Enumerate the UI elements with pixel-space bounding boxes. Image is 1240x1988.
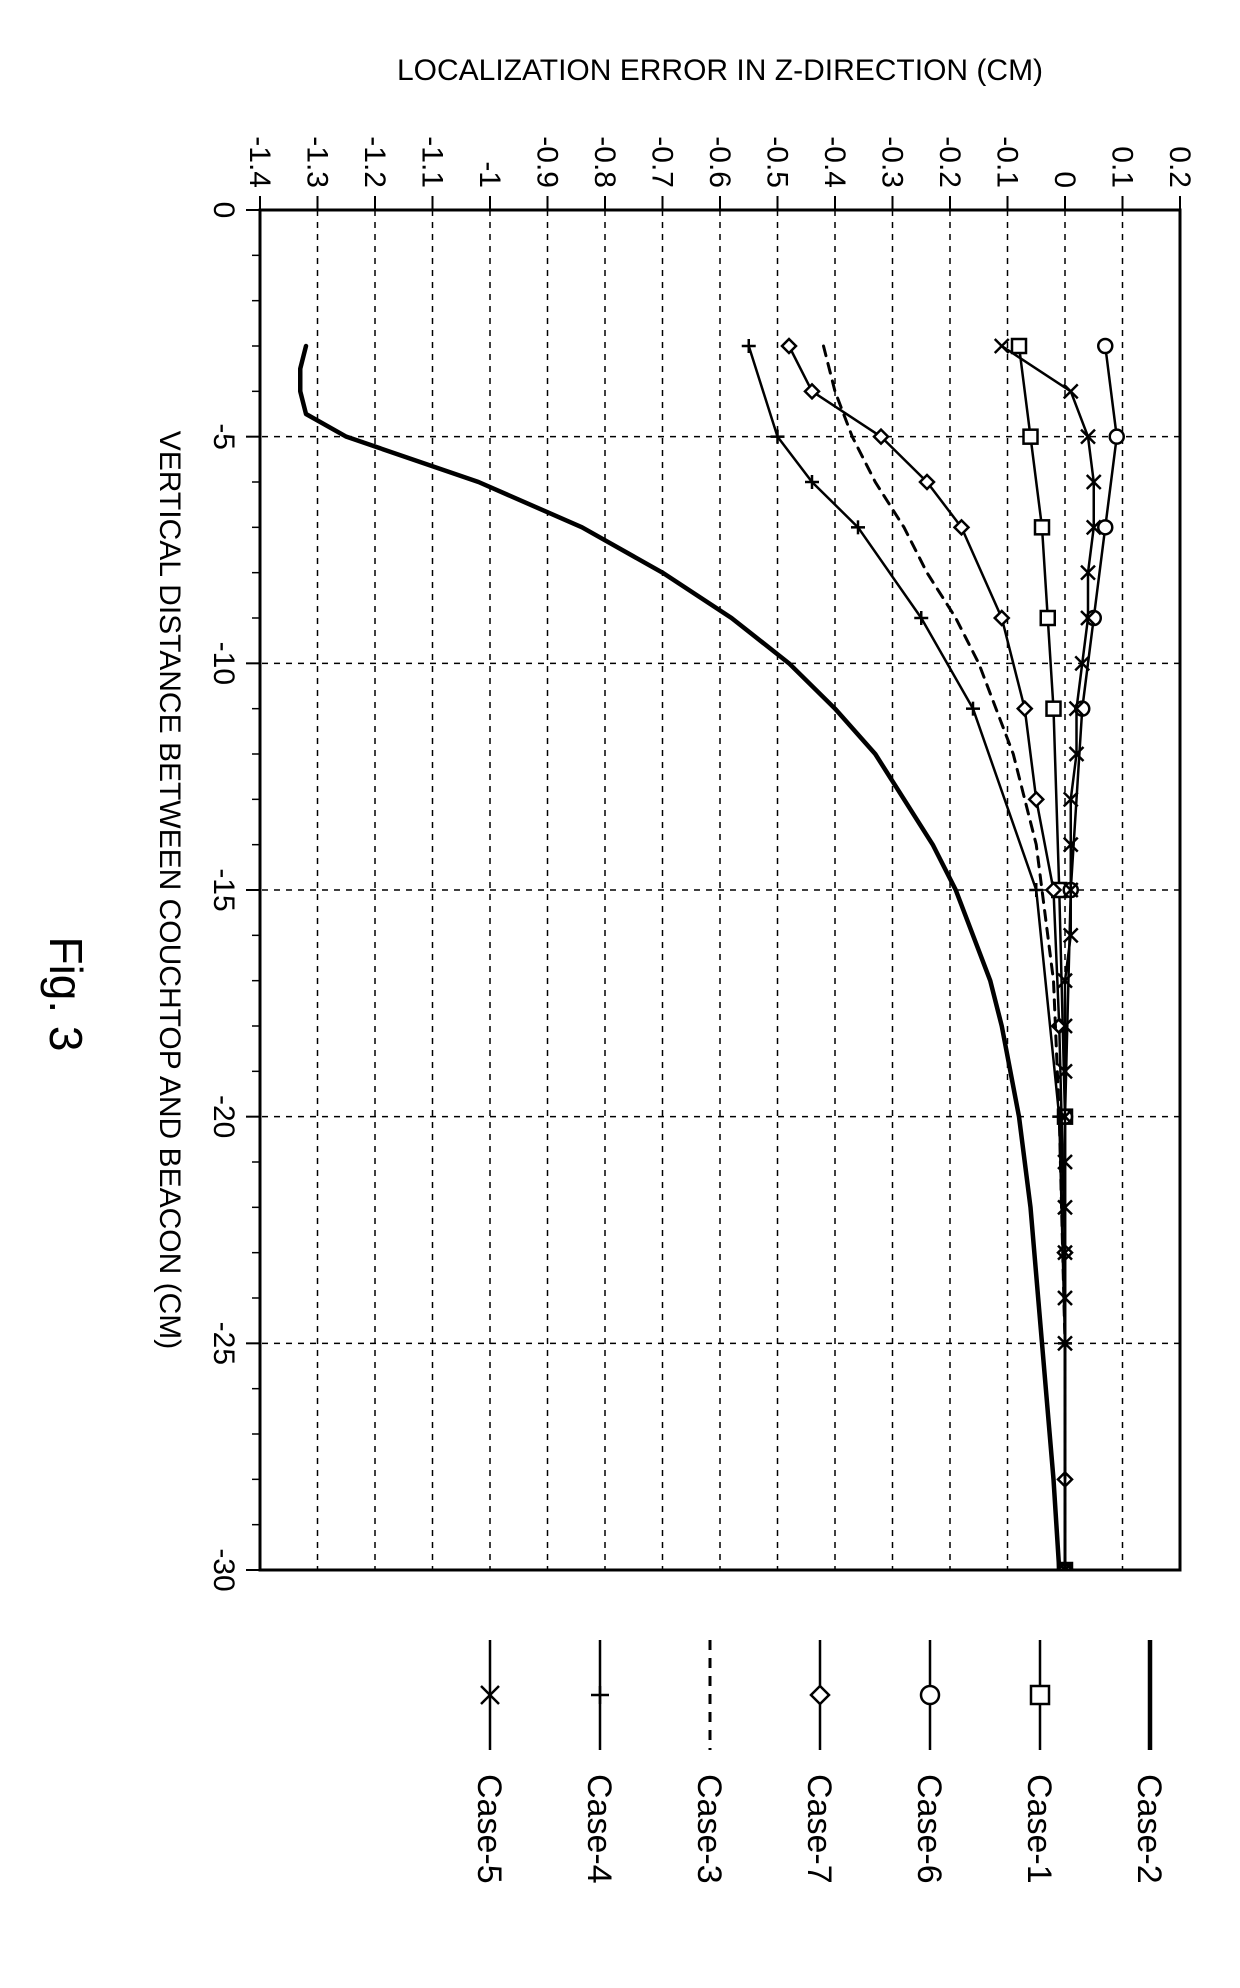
y-tick-label: -0.6 [703,136,736,188]
legend: Case-2 Case-1 Case-6 Case-7 Case-3 Case-4 Case… [470,1640,1168,1884]
chart-svg: 0 -5 -10 -15 -20 -25 -30 0.2 0.1 0 -0.1 -0.2 -0.3 -0.… [0,0,1240,1988]
x-tick-label: -25 [207,1322,240,1365]
x-tick-label: 0 [207,202,240,219]
y-tick-label: 0 [1048,171,1081,188]
legend-label: Case-3 [690,1774,728,1884]
y-tick-label: -0.1 [991,136,1024,188]
y-tick-label: -1.1 [416,136,449,188]
y-tick-label: -0.8 [588,136,621,188]
legend-label: Case-6 [910,1774,948,1884]
legend-item: Case-6 [910,1640,948,1884]
legend-item: Case-5 [470,1640,508,1884]
y-tick-label: -0.4 [818,136,851,188]
x-tick-label: -20 [207,1095,240,1138]
y-tick-label: -1.4 [243,136,276,188]
y-tick-label: -0.3 [876,136,909,188]
y-tick-labels: 0.20.10-0.1-0.2-0.3-0.4-0.5-0.6-0.7-0.8-… [243,136,1196,188]
y-tick-label: -1.2 [358,136,391,188]
x-tick-label: -30 [207,1548,240,1591]
figure-caption: Fig. 3 [40,936,92,1051]
y-axis-label: LOCALIZATION ERROR IN Z-DIRECTION (CM) [397,54,1043,87]
y-tick-label: -0.7 [646,136,679,188]
legend-item: Case-4 [580,1640,618,1884]
page: 0 -5 -10 -15 -20 -25 -30 0.2 0.1 0 -0.1 -0.2 -0.3 -0.… [0,0,1240,1988]
x-tick-label: -5 [207,423,240,450]
y-tick-label: -0.9 [531,136,564,188]
y-tick-label: -1.3 [301,136,334,188]
rotated-content: 0 -5 -10 -15 -20 -25 -30 0.2 0.1 0 -0.1 -0.2 -0.3 -0.… [0,0,1240,1988]
legend-item: Case-2 [1130,1640,1168,1884]
x-tick-label: -10 [207,642,240,685]
x-tick-label: -15 [207,868,240,911]
y-tick-label: -0.5 [761,136,794,188]
legend-label: Case-1 [1020,1774,1058,1884]
y-tick-label: 0.2 [1163,146,1196,188]
x-tick-labels: 0 -5 -10 -15 -20 -25 -30 [207,202,240,1592]
x-axis-label: VERTICAL DISTANCE BETWEEN COUCHTOP AND B… [153,431,186,1349]
legend-label: Case-4 [580,1774,618,1884]
legend-item: Case-3 [690,1640,728,1884]
y-tick-label: -0.2 [933,136,966,188]
legend-label: Case-5 [470,1774,508,1884]
legend-item: Case-7 [800,1640,838,1884]
y-tick-label: 0.1 [1106,146,1139,188]
legend-item: Case-1 [1020,1640,1058,1884]
legend-label: Case-2 [1130,1774,1168,1884]
legend-label: Case-7 [800,1774,838,1884]
y-tick-label: -1 [473,161,506,188]
